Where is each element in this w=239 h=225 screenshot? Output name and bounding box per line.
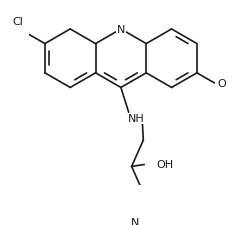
Text: N: N <box>117 25 125 35</box>
Text: Cl: Cl <box>12 17 23 27</box>
Text: N: N <box>131 216 140 225</box>
Text: O: O <box>217 79 226 89</box>
Text: NH: NH <box>128 114 145 124</box>
Text: OH: OH <box>156 160 173 170</box>
